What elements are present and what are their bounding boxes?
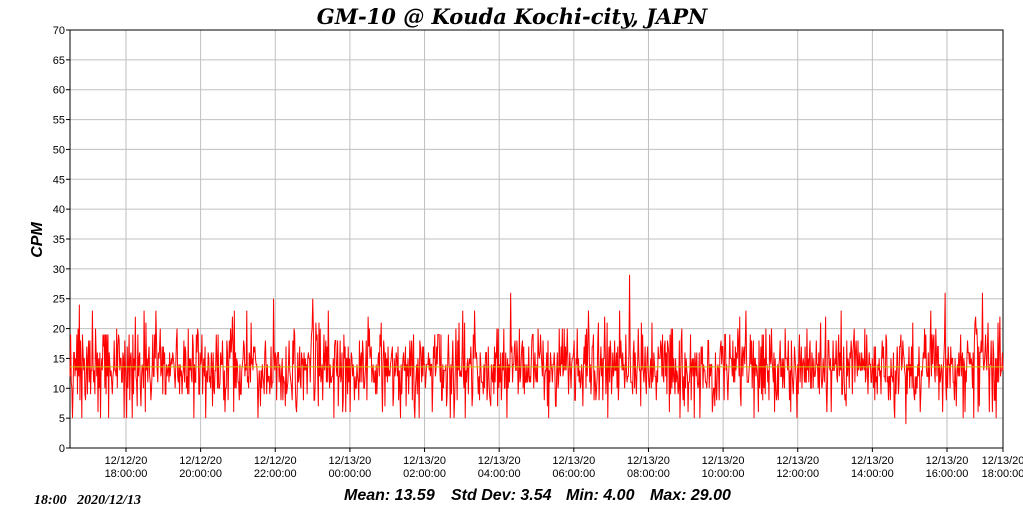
- x-tick-date: 12/13/20: [478, 455, 521, 467]
- y-tick-label: 15: [53, 353, 65, 365]
- mean-stat: Mean: 13.59: [344, 487, 435, 504]
- std-dev-stat: Std Dev: 3.54: [451, 487, 552, 504]
- timestamp-label: 18:00 2020/12/13: [34, 493, 141, 508]
- x-tick-time: 04:00:00: [478, 468, 521, 480]
- y-tick-label: 20: [53, 324, 65, 336]
- x-tick-time: 02:00:00: [403, 468, 446, 480]
- x-tick-date: 12/13/20: [403, 455, 446, 467]
- x-tick-time: 08:00:00: [627, 468, 670, 480]
- x-tick-date: 12/13/20: [851, 455, 894, 467]
- plot-area: [69, 29, 1004, 449]
- cpm-series-line: [69, 274, 1004, 425]
- x-tick-time: 22:00:00: [254, 468, 297, 480]
- plot-frame: [69, 29, 1004, 449]
- chart-title: GM-10 @ Kouda Kochi-city, JAPN: [317, 4, 708, 29]
- max-stat: Max: 29.00: [650, 487, 731, 504]
- x-tick-date: 12/13/20: [776, 455, 819, 467]
- y-tick-label: 65: [53, 55, 65, 67]
- x-tick-date: 12/12/20: [105, 455, 148, 467]
- x-tick-time: 16:00:00: [926, 468, 969, 480]
- statistics-summary: Mean: 13.59 Std Dev: 3.54 Min: 4.00 Max:…: [344, 487, 731, 504]
- y-tick-label: 60: [53, 85, 65, 97]
- grid-lines: [70, 29, 1003, 449]
- x-tick-time: 18:00:00: [105, 468, 148, 480]
- x-tick-date: 12/13/20: [328, 455, 371, 467]
- y-axis-ticks: 0 5 10 15 20 25 30 35 40 45 50 55 60 65 70: [53, 25, 70, 455]
- x-axis-ticks: 12/12/2018:00:0012/12/2020:00:0012/12/20…: [105, 448, 1023, 480]
- x-tick-time: 14:00:00: [851, 468, 894, 480]
- x-tick-time: 10:00:00: [702, 468, 745, 480]
- x-tick-date: 12/13/20: [926, 455, 969, 467]
- x-tick-time: 00:00:00: [328, 468, 371, 480]
- x-tick-date: 12/12/20: [179, 455, 222, 467]
- y-tick-label: 30: [53, 264, 65, 276]
- y-tick-label: 55: [53, 115, 65, 127]
- x-tick-date: 12/12/20: [254, 455, 297, 467]
- x-tick-time: 12:00:00: [776, 468, 819, 480]
- x-tick-date: 12/13/20: [702, 455, 745, 467]
- y-axis-label: CPM: [29, 222, 46, 258]
- x-tick-time: 06:00:00: [552, 468, 595, 480]
- y-tick-label: 40: [53, 204, 65, 216]
- min-stat: Min: 4.00: [566, 487, 635, 504]
- x-tick-date: 12/13/20: [982, 455, 1023, 467]
- y-tick-label: 25: [53, 294, 65, 306]
- y-tick-label: 5: [59, 413, 65, 425]
- y-tick-label: 0: [59, 443, 65, 455]
- x-tick-date: 12/13/20: [627, 455, 670, 467]
- y-tick-label: 35: [53, 234, 65, 246]
- y-tick-label: 70: [53, 25, 65, 37]
- x-tick-date: 12/13/20: [552, 455, 595, 467]
- y-tick-label: 10: [53, 383, 65, 395]
- x-tick-time: 18:00:00: [982, 468, 1023, 480]
- y-tick-label: 45: [53, 174, 65, 186]
- x-tick-time: 20:00:00: [179, 468, 222, 480]
- y-tick-label: 50: [53, 144, 65, 156]
